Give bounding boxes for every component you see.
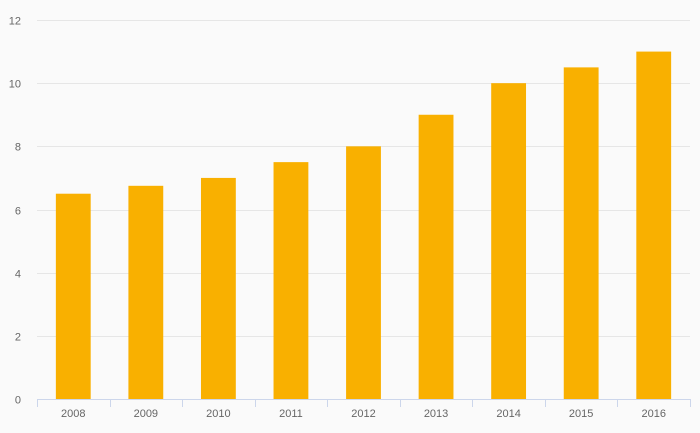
x-tick-label: 2016	[641, 408, 665, 420]
y-tick-label: 8	[15, 142, 21, 154]
bar-2009	[128, 185, 164, 399]
bar-2016	[636, 51, 672, 399]
y-tick-label: 4	[15, 269, 21, 281]
bar-2013	[418, 114, 454, 399]
x-tick-label: 2014	[496, 408, 520, 420]
y-tick-label: 2	[15, 332, 21, 344]
bar-2014	[491, 83, 527, 400]
bar-2010	[200, 177, 236, 399]
y-tick-label: 10	[9, 79, 21, 91]
x-tick-label: 2013	[424, 408, 448, 420]
x-tick-label: 2012	[351, 408, 375, 420]
x-tick-label: 2015	[569, 408, 593, 420]
x-axis: 2008 2009 2010 2011 2012 2013 2014 2015 2016	[37, 399, 691, 420]
y-axis-ticks: 0 2 4 6 8 10 12	[9, 16, 21, 407]
bar-2012	[346, 146, 381, 399]
x-tick-label: 2008	[61, 408, 85, 420]
bar-series	[55, 51, 672, 400]
bar-2008	[55, 193, 91, 399]
x-tick-label: 2009	[134, 408, 158, 420]
bar-2011	[273, 162, 309, 400]
x-tick-label: 2010	[206, 408, 230, 420]
y-tick-label: 0	[15, 395, 21, 407]
bar-2015	[563, 67, 599, 400]
x-tick-label: 2011	[279, 408, 303, 420]
y-tick-label: 6	[15, 206, 21, 218]
y-tick-label: 12	[9, 16, 21, 28]
